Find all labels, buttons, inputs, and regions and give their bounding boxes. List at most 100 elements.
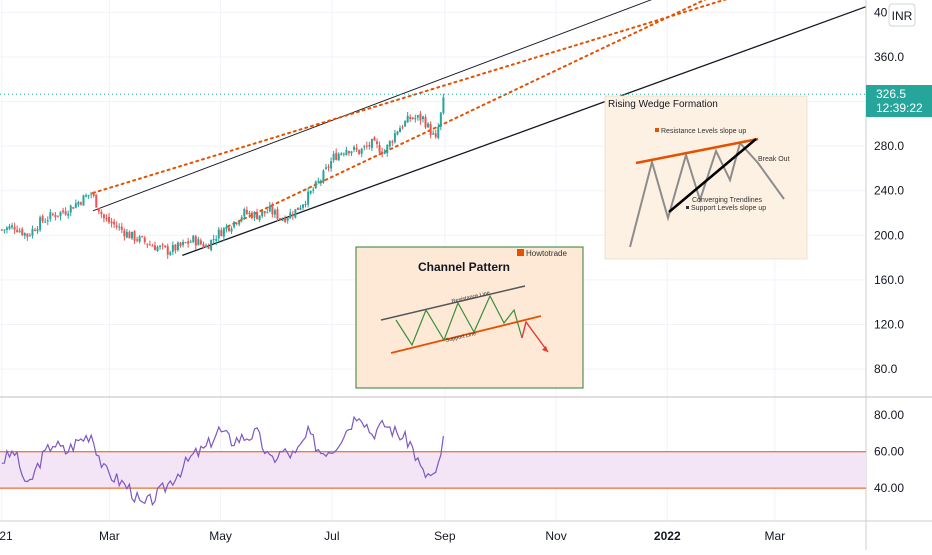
candle-body — [304, 203, 307, 205]
rsi-pane — [0, 415, 866, 507]
candle-body — [421, 116, 424, 120]
candle-body — [279, 218, 282, 220]
candle-body — [205, 245, 208, 248]
candle-body — [44, 221, 47, 223]
candle-body — [332, 153, 335, 161]
candle-body — [87, 194, 90, 196]
candle-body — [396, 131, 399, 135]
candle-body — [245, 209, 248, 214]
candle-body — [411, 117, 414, 119]
candle-body — [273, 210, 276, 215]
candle-body — [432, 133, 435, 135]
candle-body — [161, 244, 164, 246]
candle-body — [302, 204, 305, 208]
channel-pattern-inset: Howtotrade Channel Pattern Resistance Li… — [355, 246, 584, 389]
candle-body — [192, 235, 195, 243]
candle-body — [383, 151, 386, 154]
candlesticks — [0, 93, 445, 259]
time-tick-label: 2022 — [654, 529, 681, 543]
price-tick-label: 200.0 — [874, 228, 904, 242]
candle-body — [125, 231, 128, 238]
candle-body — [378, 145, 381, 153]
candle-body — [284, 218, 287, 222]
rsi-tick-label: 60.00 — [874, 445, 904, 459]
price-tick-label: 280.0 — [874, 139, 904, 153]
time-axis-ticks: 21 Mar May Jul Sep Nov 2022 Mar — [0, 529, 785, 543]
rsi-band — [0, 451, 866, 489]
candle-body — [309, 190, 312, 194]
candle-body — [296, 207, 299, 210]
rsi-axis-ticks: 80.00 60.00 40.00 — [874, 408, 904, 495]
candle-body — [373, 137, 376, 141]
candle-body — [424, 116, 427, 128]
rsi-line — [1, 415, 444, 507]
price-tick-label: 240.0 — [874, 184, 904, 198]
candle-body — [105, 218, 108, 220]
candle-body — [207, 245, 210, 249]
wedge-converging-label: Converging Trendlines — [692, 197, 763, 204]
wedge-inset-bg — [604, 95, 808, 260]
candle-body — [388, 141, 391, 147]
price-tick-label: 80.0 — [874, 362, 898, 376]
candle-body — [133, 231, 136, 241]
candle-body — [128, 231, 131, 239]
candle-body — [46, 220, 49, 222]
candle-body — [113, 221, 116, 225]
candle-body — [240, 217, 243, 221]
candle-body — [210, 239, 213, 251]
candle-body — [299, 207, 302, 210]
currency-badge[interactable] — [888, 3, 916, 27]
candle-body — [286, 218, 289, 221]
candle-body — [85, 195, 88, 197]
wedge-inset-title: Rising Wedge Formation — [608, 99, 718, 110]
candle-body — [220, 230, 223, 237]
candle-body — [69, 205, 72, 213]
candle-body — [5, 227, 8, 230]
wedge-resistance-line — [635, 137, 759, 165]
candle-body — [79, 202, 82, 205]
candle-body — [179, 242, 182, 246]
candle-body — [171, 244, 174, 252]
candle-body — [327, 166, 330, 168]
price-tick-label: 360.0 — [874, 50, 904, 64]
candle-body — [317, 181, 320, 183]
price-tag-time: 12:39:22 — [876, 101, 923, 115]
candle-body — [51, 213, 54, 215]
candle-body — [92, 192, 95, 196]
candle-body — [115, 225, 118, 227]
candle-body — [253, 211, 256, 218]
candle-body — [26, 233, 29, 237]
candle-body — [312, 189, 315, 191]
candle-body — [108, 216, 111, 223]
candle-body — [138, 236, 141, 242]
time-tick-label: Nov — [545, 529, 566, 543]
candle-body — [416, 115, 419, 118]
candle-body — [148, 244, 151, 246]
candle-body — [54, 215, 57, 218]
candle-body — [353, 146, 356, 150]
candle-body — [266, 212, 269, 214]
candle-body — [59, 211, 62, 216]
candle-body — [437, 126, 440, 138]
candle-body — [11, 225, 14, 228]
candle-body — [56, 215, 59, 217]
wedge-support-line — [226, 0, 707, 228]
candle-body — [386, 144, 389, 154]
candle-body — [360, 148, 363, 154]
breakdown-arrowhead — [542, 346, 548, 352]
wedge-resistance-line — [91, 0, 728, 194]
candle-body — [289, 212, 292, 219]
candle-body — [62, 210, 65, 213]
candle-body — [182, 241, 185, 246]
candle-body — [370, 139, 373, 149]
candle-body — [314, 181, 317, 189]
price-tick-label: 40 — [874, 5, 888, 19]
candle-body — [350, 151, 353, 154]
candle-body — [146, 243, 149, 245]
candle-body — [41, 216, 44, 222]
candle-body — [174, 244, 177, 251]
price-axis-ticks: 40360.0320.0280.0240.0200.0160.0120.080.… — [874, 5, 904, 376]
candle-body — [199, 240, 202, 245]
